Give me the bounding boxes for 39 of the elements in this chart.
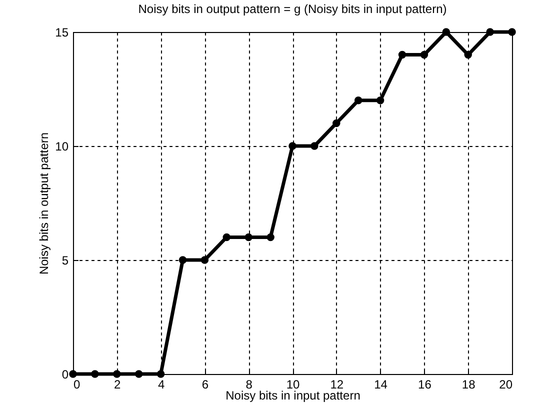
point [464,50,472,59]
y-tick-label: 10 [55,140,69,154]
y-tick-label: 5 [62,254,69,268]
point [69,370,77,378]
point [420,50,428,59]
x-tick-label: 20 [499,378,513,392]
chart-title: Noisy bits in output pattern = g (Noisy bits in input pattern) [138,2,447,16]
point [376,96,384,104]
point [310,142,318,150]
y-axis-title: Noisy bits in output pattern [37,132,52,275]
x-tick-label: 16 [418,378,432,392]
point [354,96,362,104]
point [288,142,296,150]
x-tick-label: 2 [114,378,122,392]
x-tick-label: 14 [374,378,388,392]
x-tick-label: 10 [286,378,300,392]
x-tick-label: 18 [462,378,476,392]
point [398,50,406,59]
point [508,28,516,36]
y-tick-label: 0 [62,368,69,382]
x-tick-label: 4 [158,378,165,392]
point [222,233,231,242]
point [113,370,121,378]
point [244,233,252,242]
point [91,370,99,378]
point [134,370,143,378]
point [266,233,274,242]
point [200,256,209,264]
y-tick-label: 15 [55,26,69,40]
point [178,256,187,264]
x-axis-title: Noisy bits in input pattern [226,388,360,402]
point [156,370,165,378]
x-tick-label: 8 [246,378,253,392]
x-tick-label: 0 [74,378,80,392]
x-tick-label: 12 [330,378,344,392]
point [486,28,494,36]
point [442,28,450,36]
point [332,119,340,128]
x-tick-label: 6 [202,378,209,392]
